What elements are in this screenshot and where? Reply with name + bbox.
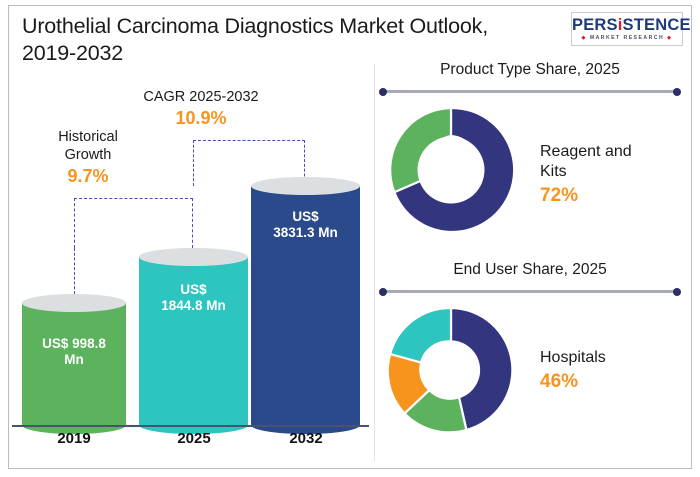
end-user-legend: Hospitals 46% [540,348,670,394]
bar-2019: US$ 998.8 Mn [22,294,126,434]
logo-wordmark: PERSiSTENCE [572,16,690,34]
product-type-donut-svg [389,106,516,234]
persistence-market-research-logo: PERSiSTENCE ◆ MARKET RESEARCH ◆ [571,12,690,46]
bar-2032: US$ 3831.3 Mn [251,177,360,434]
product-type-share-rule [379,87,681,96]
end-user-legend-line1: Hospitals [540,349,606,366]
product-type-legend: Reagent and Kits 72% [540,142,670,208]
bar-2032-top-cap [251,177,360,195]
share-panels: Product Type Share, 2025 Reagent and Kit… [379,60,686,465]
bar-chart-panel: CAGR 2025-2032 10.9% Historical Growth 9… [8,60,378,465]
rule-endcap-right-icon-2 [673,287,681,296]
rule-endcap-left-icon-2 [379,287,387,296]
panel-divider [374,64,375,462]
end-user-share-rule [379,287,681,296]
historical-growth-label-line1: Historical [58,129,118,145]
product-type-share-title: Product Type Share, 2025 [440,61,620,78]
logo-red-i: i [617,16,623,34]
rule-endcap-right-icon [673,87,681,96]
x-axis-label-2032: 2032 [289,430,323,447]
page-title: Urothelial Carcinoma Diagnostics Market … [22,14,488,65]
bar-2025-top-cap [139,248,248,266]
product-type-legend-line2: Kits [540,163,567,180]
cagr-value: 10.9% [175,108,227,128]
bar-2025-value-line2: 1844.8 Mn [161,298,226,313]
product-type-donut [385,104,517,241]
historical-stub-2019 [74,248,75,294]
historical-growth-value: 9.7% [67,166,109,186]
historical-growth-annotation: Historical Growth 9.7% [28,128,148,187]
cagr-label: CAGR 2025-2032 [143,89,259,105]
bar-2032-body [251,186,360,434]
bar-2025-value-line1: US$ [180,282,207,297]
logo-tagline-text: MARKET RESEARCH [589,35,665,41]
cagr-bracket [193,140,305,186]
historical-growth-label-line2: Growth [64,147,112,163]
bar-2019-body [22,303,126,434]
logo-tagline-left-tick: ◆ [581,35,587,41]
bar-2019-value-line1: US$ 998.8 [42,336,106,351]
end-user-legend-value: 46% [540,371,579,392]
bar-2032-value-line1: US$ [292,209,319,224]
bar-2019-value-line2: Mn [64,352,84,367]
chart-baseline [12,425,369,427]
product-type-legend-line1: Reagent and [540,143,632,160]
donut-hole-product [417,136,485,204]
bar-2025-value: US$ 1844.8 Mn [139,282,248,314]
end-user-donut [385,304,517,441]
donut-hole-end-user [422,341,480,399]
bar-2025-body [139,257,248,434]
rule-endcap-left-icon [379,87,387,96]
x-axis-label-2025: 2025 [177,430,211,447]
historical-growth-bracket [74,198,193,248]
bar-2032-value: US$ 3831.3 Mn [251,209,360,241]
logo-tagline: ◆ MARKET RESEARCH ◆ [572,35,682,41]
logo-part2: STENCE [622,16,691,34]
logo-tagline-right-tick: ◆ [667,35,673,41]
x-axis-label-2019: 2019 [57,430,91,447]
bar-2019-value: US$ 998.8 Mn [22,336,126,368]
logo-part1: PERS [572,16,618,34]
bar-2025: US$ 1844.8 Mn [139,248,248,434]
donut-slice-end-user-4 [388,306,453,364]
cagr-annotation: CAGR 2025-2032 10.9% [126,88,276,129]
product-type-legend-value: 72% [540,185,579,206]
bar-2019-top-cap [22,294,126,312]
bar-2032-value-line2: 3831.3 Mn [273,225,338,240]
end-user-donut-svg [386,306,514,434]
end-user-share-title: End User Share, 2025 [453,261,607,278]
